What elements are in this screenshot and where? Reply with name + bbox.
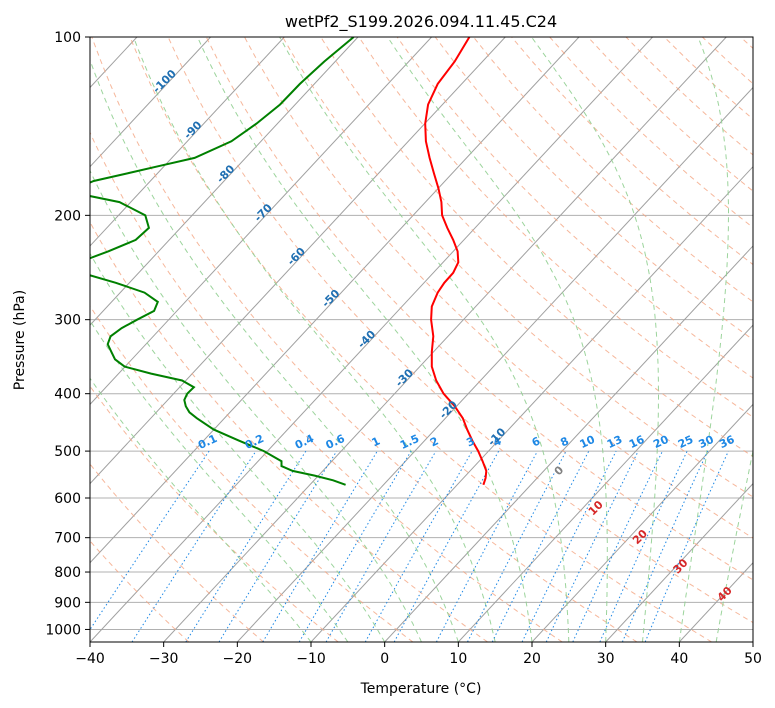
dry-adiabat-line <box>90 221 488 642</box>
mixing-ratio-line <box>521 450 617 642</box>
y-tick-label: 500 <box>54 444 81 460</box>
mixing-ratio-line <box>435 450 538 642</box>
x-tick-label: −40 <box>75 651 105 667</box>
mixing-ratio-line <box>644 450 729 642</box>
dry-adiabat-line <box>90 305 414 642</box>
y-tick-label: 600 <box>54 491 81 507</box>
dry-adiabat-line <box>90 131 563 642</box>
dewpoint-profile-line <box>90 37 355 486</box>
isotherm-line <box>90 37 285 247</box>
chart-title: wetPf2_S199.2026.094.11.45.C24 <box>285 12 557 32</box>
moist-adiabat-line <box>90 169 422 642</box>
x-tick-label: −30 <box>149 651 179 667</box>
isotherm-line <box>90 37 653 642</box>
dry-adiabat-line <box>167 37 753 624</box>
mixing-ratio-label: 25 <box>676 433 695 451</box>
isotherm-line <box>90 37 359 326</box>
y-tick-label: 400 <box>54 387 81 403</box>
mixing-ratio-line <box>393 450 500 642</box>
y-tick-label: 700 <box>54 531 81 547</box>
dry-adiabat-line <box>129 37 712 642</box>
mixing-ratio-line <box>491 450 590 642</box>
mixing-ratio-line <box>90 450 210 631</box>
isotherm-line <box>531 403 753 642</box>
mixing-ratio-line <box>131 450 257 642</box>
y-tick-label: 300 <box>54 313 81 329</box>
y-tick-label: 100 <box>54 30 81 46</box>
dry-adiabat-line <box>320 37 753 458</box>
temperature-profile-line <box>424 37 488 486</box>
y-axis-label: Pressure (hPa) <box>12 290 28 390</box>
y-tick-label: 1000 <box>45 622 81 638</box>
data-series <box>90 37 488 486</box>
dry-adiabat-line <box>282 37 753 498</box>
dry-adiabat-line <box>205 37 753 581</box>
mixing-ratio-label: 36 <box>717 433 737 451</box>
x-tick-label: 30 <box>597 651 615 667</box>
moist-adiabat-line <box>387 37 608 642</box>
mixing-ratio-line <box>364 450 473 642</box>
dry-adiabat-line <box>90 463 264 642</box>
moist-adiabat-line <box>90 319 349 642</box>
x-tick-label: 50 <box>744 651 762 667</box>
moist-adiabat-line <box>531 37 659 642</box>
mixing-ratio-label: 10 <box>578 433 598 451</box>
y-axis: 100 200 300 400 500 600 700 800 900 1000 <box>45 30 90 638</box>
y-tick-label: 800 <box>54 565 81 581</box>
isotherm-line <box>236 86 753 642</box>
x-axis: −40 −30 −20 −10 0 10 20 30 40 50 <box>75 642 762 667</box>
y-tick-label: 200 <box>54 208 81 224</box>
y-tick-label: 900 <box>54 595 81 611</box>
moist-adiabat-line <box>279 37 570 642</box>
dry-adiabat-line <box>434 37 753 341</box>
moist-adiabat-line <box>90 58 459 642</box>
dry-adiabat-line <box>91 37 638 642</box>
x-axis-label: Temperature (°C) <box>360 681 482 697</box>
mixing-ratio-label: 13 <box>605 433 624 451</box>
isotherm-line <box>90 37 211 168</box>
moist-adiabat-line <box>90 377 312 642</box>
isotherm-line <box>457 324 753 642</box>
mixing-ratio-label: 20 <box>651 433 671 451</box>
moist-adiabat-line <box>715 448 753 642</box>
isotherm-line <box>90 37 432 406</box>
x-tick-label: 10 <box>449 651 467 667</box>
x-tick-label: 0 <box>380 651 389 667</box>
x-tick-label: −10 <box>296 651 326 667</box>
x-tick-label: 40 <box>670 651 688 667</box>
isotherm-line <box>90 37 580 564</box>
moist-adiabat-line <box>678 37 729 642</box>
x-tick-label: −20 <box>223 651 253 667</box>
isotherm-line <box>90 37 506 485</box>
mixing-ratio-label: 16 <box>627 433 647 451</box>
mixing-ratio-line <box>185 450 307 642</box>
mixing-ratio-line <box>621 450 709 642</box>
moist-adiabat-line <box>90 252 386 642</box>
isotherm-line <box>384 245 753 642</box>
mixing-ratio-line <box>218 450 338 642</box>
plot-frame <box>89 36 754 643</box>
isotherm-line <box>605 482 753 642</box>
x-tick-label: 20 <box>523 651 541 667</box>
background-lines <box>90 37 753 642</box>
isotherm-line <box>163 37 727 642</box>
moist-adiabat-line <box>197 37 533 642</box>
mixing-ratio-label: 30 <box>697 433 717 451</box>
